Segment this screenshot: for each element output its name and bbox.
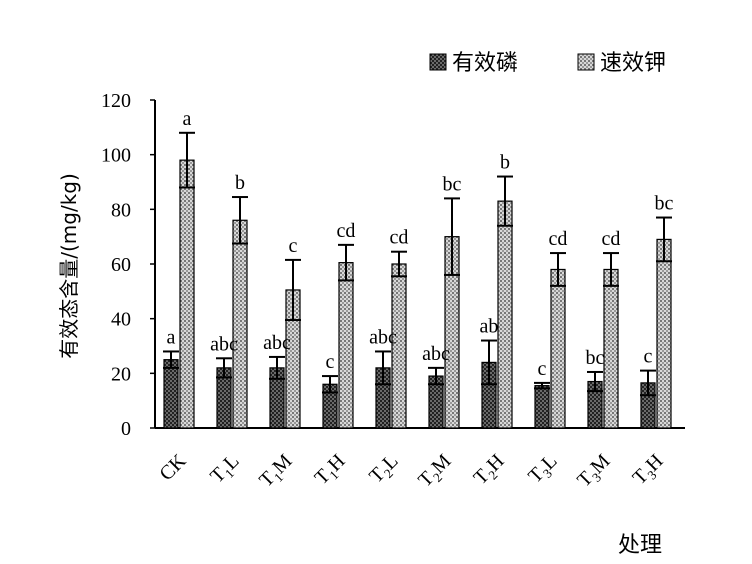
bar-series-1-cat-9 bbox=[656, 238, 672, 429]
legend-swatch-series-1 bbox=[577, 53, 595, 71]
y-tick-label: 0 bbox=[121, 418, 131, 440]
y-tick-label: 80 bbox=[111, 199, 131, 221]
significance-letter-series-0-cat-7: c bbox=[538, 358, 547, 380]
x-category-label-0: CK bbox=[155, 450, 191, 486]
legend: 有效磷 速效钾 bbox=[429, 51, 666, 76]
bar-series-1-cat-0 bbox=[179, 159, 195, 429]
y-tick-label: 60 bbox=[111, 254, 131, 276]
significance-letter-series-1-cat-0: a bbox=[183, 108, 192, 130]
bar-series-0-cat-7 bbox=[534, 385, 550, 429]
significance-letter-series-0-cat-3: c bbox=[326, 351, 335, 373]
x-category-label-4: T2L bbox=[365, 450, 405, 490]
bar-series-1-cat-1 bbox=[232, 219, 248, 429]
bar-series-1-cat-3 bbox=[338, 262, 354, 429]
significance-letter-series-1-cat-4: cd bbox=[390, 227, 409, 249]
significance-letter-series-0-cat-9: c bbox=[644, 346, 653, 368]
bar-series-1-cat-6 bbox=[497, 200, 513, 429]
y-axis-title: 有效态含量/(mg/kg) bbox=[57, 173, 81, 359]
x-category-label-3: T1H bbox=[311, 450, 352, 491]
legend-label-series-0: 有效磷 bbox=[452, 51, 518, 76]
significance-letter-series-0-cat-0: a bbox=[167, 326, 176, 348]
y-tick-label: 40 bbox=[111, 309, 131, 331]
significance-letter-series-0-cat-5: abc bbox=[422, 343, 450, 365]
significance-letter-series-1-cat-3: cd bbox=[337, 220, 356, 242]
significance-letter-series-0-cat-8: bc bbox=[586, 347, 605, 369]
significance-letter-series-0-cat-6: ab bbox=[480, 316, 499, 338]
x-category-label-5: T2M bbox=[414, 450, 458, 494]
significance-letter-series-1-cat-1: b bbox=[235, 172, 245, 194]
significance-letter-series-0-cat-1: abc bbox=[210, 333, 238, 355]
legend-label-series-1: 速效钾 bbox=[600, 51, 666, 76]
bar-series-1-cat-7 bbox=[550, 268, 566, 429]
significance-letter-series-1-cat-6: b bbox=[500, 152, 510, 174]
bars bbox=[163, 159, 672, 429]
significance-letter-series-0-cat-4: abc bbox=[369, 326, 397, 348]
y-tick-label: 120 bbox=[101, 90, 131, 112]
y-ticks: 0 20 40 60 80 100 120 bbox=[101, 90, 155, 440]
x-category-label-2: T1M bbox=[255, 450, 299, 494]
significance-letter-series-1-cat-5: bc bbox=[443, 173, 462, 195]
bar-series-0-cat-0 bbox=[163, 359, 179, 429]
significance-letter-series-1-cat-9: bc bbox=[655, 193, 674, 215]
x-category-label-1: T1L bbox=[206, 450, 246, 490]
x-category-label-7: T3L bbox=[524, 450, 564, 490]
significance-letter-series-1-cat-8: cd bbox=[602, 228, 621, 250]
y-tick-label: 20 bbox=[111, 363, 131, 385]
significance-letter-series-1-cat-2: c bbox=[289, 235, 298, 257]
x-category-label-8: T3M bbox=[573, 450, 617, 494]
significance-letter-series-0-cat-2: abc bbox=[263, 332, 291, 354]
y-tick-label: 100 bbox=[101, 145, 131, 167]
significance-letter-series-1-cat-7: cd bbox=[549, 228, 568, 250]
bar-series-1-cat-8 bbox=[603, 268, 619, 429]
x-category-label-9: T3H bbox=[629, 450, 670, 491]
error-bars bbox=[163, 131, 672, 397]
legend-swatch-series-0 bbox=[429, 53, 447, 71]
x-axis-title: 处理 bbox=[618, 533, 662, 558]
x-category-label-6: T2H bbox=[470, 450, 511, 491]
